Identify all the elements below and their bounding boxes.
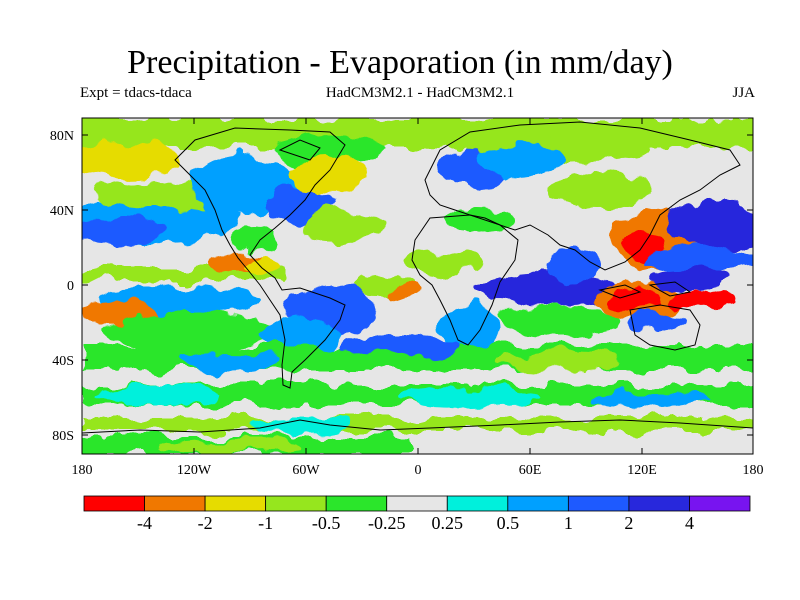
map-plot-area bbox=[82, 118, 753, 454]
colorbar-label: -4 bbox=[137, 513, 152, 533]
colorbar-swatch bbox=[265, 495, 327, 512]
lat-label-0: 0 bbox=[67, 279, 74, 294]
colorbar-swatch bbox=[628, 495, 690, 512]
colorbar-label: -0.25 bbox=[368, 513, 406, 533]
colorbar-swatch bbox=[689, 495, 751, 512]
lat-label-40s: 40S bbox=[52, 354, 74, 369]
colorbar-swatch bbox=[507, 495, 569, 512]
colorbar-swatch bbox=[325, 495, 388, 512]
longitude-labels: 180 120W 60W 0 60E 120E 180 bbox=[72, 463, 764, 478]
colorbar-label: -0.5 bbox=[312, 513, 341, 533]
lon-label-0: 0 bbox=[415, 463, 422, 478]
lat-label-80n: 80N bbox=[50, 129, 74, 144]
model-label: HadCM3M2.1 - HadCM3M2.1 bbox=[325, 85, 515, 101]
colorbar-label: 4 bbox=[685, 513, 694, 533]
lon-label-180e: 180 bbox=[743, 463, 764, 478]
colorbar-swatch bbox=[567, 495, 630, 512]
colorbar-label: 2 bbox=[624, 513, 633, 533]
lon-label-60e: 60E bbox=[519, 463, 542, 478]
colorbar-label: -2 bbox=[198, 513, 213, 533]
colorbar-swatch bbox=[446, 495, 509, 512]
experiment-label: Expt = tdacs-tdaca bbox=[80, 85, 192, 101]
season-label: JJA bbox=[732, 85, 755, 101]
colorbar: -4 -2 -1 -0.5 -0.25 0.25 0.5 1 2 4 bbox=[83, 495, 751, 533]
lat-label-40n: 40N bbox=[50, 204, 74, 219]
colorbar-swatch bbox=[204, 495, 267, 512]
colorbar-swatch bbox=[386, 495, 448, 512]
lon-label-180w: 180 bbox=[72, 463, 93, 478]
chart-title: Precipitation - Evaporation (in mm/day) bbox=[127, 44, 673, 81]
latitude-labels: 80N 40N 0 40S 80S bbox=[50, 129, 74, 444]
coastlines bbox=[82, 121, 753, 434]
lon-label-120w: 120W bbox=[177, 463, 212, 478]
map-ticks bbox=[81, 118, 754, 454]
colorbar-label: 1 bbox=[564, 513, 573, 533]
colorbar-label: 0.25 bbox=[432, 513, 464, 533]
lat-label-80s: 80S bbox=[52, 429, 74, 444]
lon-label-60w: 60W bbox=[292, 463, 320, 478]
colorbar-label: -1 bbox=[258, 513, 273, 533]
colorbar-label: 0.5 bbox=[497, 513, 520, 533]
colorbar-swatch bbox=[144, 495, 206, 512]
colorbar-swatch bbox=[83, 495, 145, 512]
lon-label-120e: 120E bbox=[627, 463, 657, 478]
